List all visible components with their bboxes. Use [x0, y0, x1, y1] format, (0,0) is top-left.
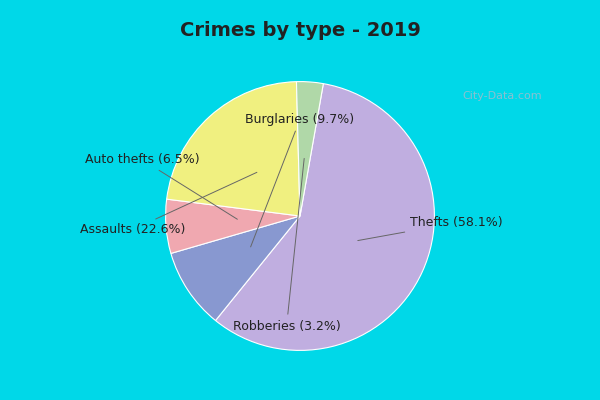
Text: Thefts (58.1%): Thefts (58.1%) [358, 216, 503, 240]
Wedge shape [296, 82, 323, 216]
Text: Robberies (3.2%): Robberies (3.2%) [233, 158, 340, 333]
Text: Auto thefts (6.5%): Auto thefts (6.5%) [85, 153, 238, 219]
Wedge shape [171, 216, 300, 320]
Text: Crimes by type - 2019: Crimes by type - 2019 [179, 20, 421, 40]
Wedge shape [167, 82, 300, 216]
Text: Assaults (22.6%): Assaults (22.6%) [80, 172, 257, 236]
Text: Burglaries (9.7%): Burglaries (9.7%) [245, 113, 355, 247]
Text: City-Data.com: City-Data.com [462, 91, 542, 101]
Wedge shape [166, 199, 300, 254]
Wedge shape [215, 84, 434, 350]
